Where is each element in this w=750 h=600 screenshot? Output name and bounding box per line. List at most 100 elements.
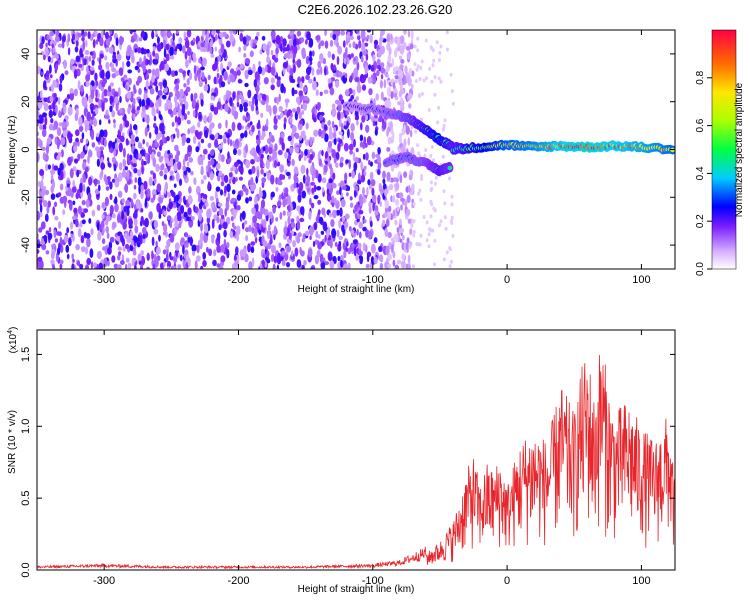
heatmap-noise-cell (190, 93, 194, 102)
heatmap-noise-cell (121, 170, 127, 178)
heatmap-noise-cell (286, 171, 291, 177)
heatmap-noise-cell (38, 227, 43, 233)
heatmap-noise-cell (343, 52, 348, 61)
heatmap-noise-cell (303, 85, 307, 94)
heatmap-noise-cell (430, 186, 434, 191)
heatmap-noise-cell (437, 105, 441, 110)
heatmap-noise-cell (246, 111, 249, 117)
heatmap-noise-cell (171, 121, 175, 127)
heatmap-noise-cell (276, 255, 282, 265)
heatmap-noise-cell (119, 35, 124, 46)
heatmap-noise-cell (64, 70, 69, 76)
heatmap-noise-cell (374, 114, 378, 119)
heatmap-noise-cell (87, 192, 92, 201)
heatmap-noise-cell (173, 51, 177, 56)
heatmap-noise-cell (201, 72, 205, 80)
heatmap-noise-cell (168, 201, 173, 210)
heatmap-noise-cell (40, 51, 45, 56)
heatmap-noise-cell (301, 47, 306, 58)
heatmap-noise-cell (198, 80, 203, 88)
heatmap-noise-cell (356, 120, 359, 126)
heatmap-noise-cell (286, 245, 291, 253)
heatmap-noise-cell (328, 212, 333, 218)
heatmap-noise-cell (301, 76, 305, 84)
heatmap-noise-cell (327, 251, 333, 262)
heatmap-noise-cell (135, 153, 139, 160)
heatmap-noise-cell (360, 250, 363, 256)
heatmap-noise-cell (212, 259, 217, 267)
heatmap-noise-cell (309, 50, 313, 58)
heatmap-noise-cell (408, 103, 412, 109)
heatmap-noise-cell (251, 226, 255, 234)
heatmap-noise-cell (132, 97, 136, 107)
heatmap-noise-cell (266, 50, 270, 56)
heatmap-noise-cell (182, 244, 185, 255)
heatmap-noise-cell (286, 111, 290, 118)
heatmap-noise-cell (393, 92, 398, 98)
heatmap-noise-cell (80, 235, 85, 244)
heatmap-noise-cell (114, 180, 120, 188)
heatmap-noise-cell (302, 174, 306, 184)
heatmap-noise-cell (84, 97, 88, 106)
heatmap-noise-cell (378, 161, 382, 169)
heatmap-noise-cell (169, 157, 174, 168)
heatmap-noise-cell (137, 253, 142, 262)
heatmap-noise-cell (61, 35, 66, 43)
heatmap-noise-cell (117, 213, 121, 224)
heatmap-noise-cell (86, 65, 89, 74)
heatmap-noise-cell (58, 110, 61, 117)
heatmap-noise-cell (72, 33, 75, 41)
heatmap-noise-cell (77, 153, 80, 162)
heatmap-noise-cell (71, 253, 74, 260)
heatmap-noise-cell (312, 240, 316, 247)
heatmap-noise-cell (121, 210, 124, 220)
heatmap-noise-cell (384, 211, 388, 218)
heatmap-noise-cell (90, 228, 94, 236)
heatmap-noise-cell (338, 138, 343, 144)
heatmap-noise-cell (174, 154, 179, 163)
heatmap-noise-cell (202, 154, 206, 160)
heatmap-noise-cell (261, 130, 266, 138)
heatmap-noise-cell (362, 153, 366, 160)
heatmap-noise-cell (139, 234, 143, 245)
heatmap-noise-cell (53, 93, 57, 98)
heatmap-noise-cell (37, 119, 43, 124)
heatmap-noise-cell (429, 45, 433, 50)
heatmap-noise-cell (353, 138, 356, 148)
heatmap-noise-cell (370, 256, 375, 265)
heatmap-noise-cell (379, 114, 383, 123)
heatmap-noise-cell (74, 46, 79, 53)
heatmap-noise-cell (408, 184, 411, 193)
heatmap-noise-cell (297, 188, 302, 196)
heatmap-noise-cell (270, 66, 276, 76)
heatmap-noise-cell (400, 97, 404, 105)
heatmap-noise-cell (152, 188, 157, 198)
heatmap-noise-cell (358, 242, 362, 250)
heatmap-noise-cell (380, 91, 384, 101)
heatmap-noise-cell (429, 214, 433, 219)
heatmap-noise-cell (317, 60, 322, 69)
heatmap-noise-cell (78, 125, 84, 132)
heatmap-noise-cell (283, 121, 286, 130)
heatmap-noise-cell (360, 174, 366, 183)
heatmap-noise-cell (244, 130, 248, 138)
heatmap-noise-cell (268, 155, 272, 163)
x-tick-label: -200 (227, 274, 249, 286)
heatmap-noise-cell (242, 36, 247, 45)
heatmap-noise-cell (173, 133, 176, 139)
heatmap-noise-cell (317, 199, 322, 205)
heatmap-noise-cell (115, 236, 120, 242)
heatmap-noise-cell (366, 30, 372, 33)
heatmap-noise-cell (97, 231, 102, 241)
heatmap-noise-cell (75, 40, 79, 47)
heatmap-noise-cell (305, 122, 309, 130)
heatmap-noise-cell (189, 126, 195, 134)
heatmap-noise-cell (128, 218, 133, 227)
heatmap-noise-cell (145, 80, 149, 90)
heatmap-noise-cell (370, 179, 376, 187)
heatmap-noise-cell (442, 257, 446, 262)
heatmap-noise-cell (81, 200, 86, 206)
heatmap-noise-cell (400, 204, 403, 211)
heatmap-noise-cell (187, 128, 190, 135)
heatmap-noise-cell (104, 31, 109, 40)
